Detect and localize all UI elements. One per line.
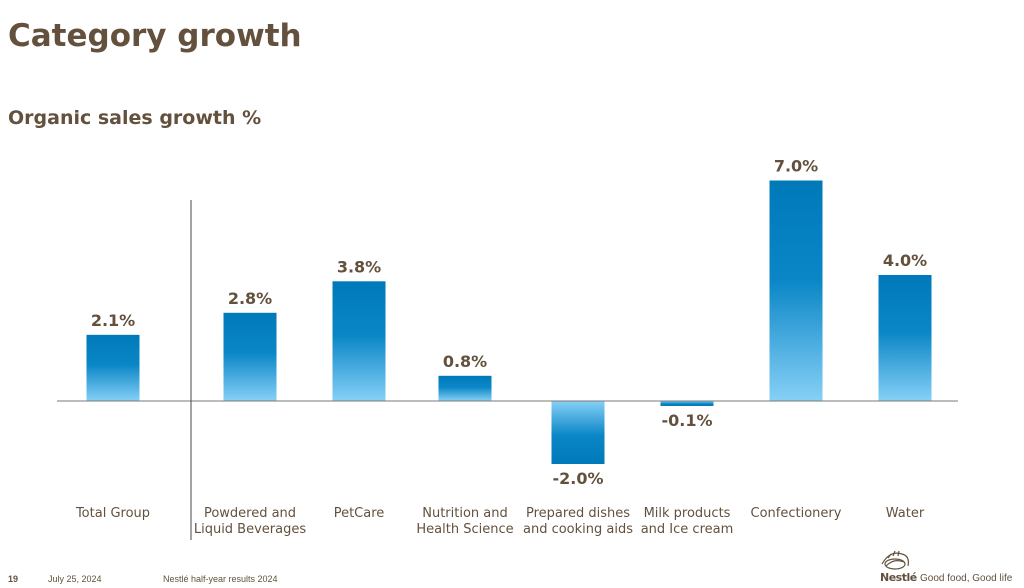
page-title: Category growth xyxy=(8,18,302,54)
data-label: 2.8% xyxy=(228,289,272,308)
data-label: -2.0% xyxy=(552,469,603,488)
chart-subtitle: Organic sales growth % xyxy=(8,107,262,129)
data-label: 2.1% xyxy=(91,311,135,330)
category-label: Total Group xyxy=(75,506,150,521)
bar xyxy=(551,401,605,464)
category-label: Health Science xyxy=(416,522,513,537)
footer-date: July 25, 2024 xyxy=(48,574,102,584)
category-label: Confectionery xyxy=(751,506,842,521)
bar xyxy=(878,275,932,401)
data-label: 0.8% xyxy=(443,352,487,371)
category-label: Water xyxy=(886,506,925,521)
category-label: and Ice cream xyxy=(641,522,734,537)
category-label: Milk products xyxy=(644,506,731,521)
bar xyxy=(769,180,823,401)
data-label: -0.1% xyxy=(661,411,712,430)
category-label: and cooking aids xyxy=(523,522,633,537)
category-label: PetCare xyxy=(334,506,385,521)
bar xyxy=(86,334,140,401)
brand-tagline: Good food, Good life xyxy=(920,573,1013,584)
data-label: 3.8% xyxy=(337,257,381,276)
category-label: Liquid Beverages xyxy=(194,522,307,537)
category-label: Nutrition and xyxy=(422,506,508,521)
category-label: Powdered and xyxy=(204,506,296,521)
data-label: 7.0% xyxy=(774,157,818,176)
brand-wordmark: Nestlé xyxy=(880,571,917,584)
footer-document-title: Nestlé half-year results 2024 xyxy=(163,574,278,584)
bar xyxy=(332,281,386,401)
data-label: 4.0% xyxy=(883,251,927,270)
bar xyxy=(438,375,492,401)
bar xyxy=(223,312,277,401)
bar xyxy=(660,401,714,406)
page-number: 19 xyxy=(8,574,19,584)
category-label: Prepared dishes xyxy=(526,506,630,521)
nestle-nest-logo xyxy=(881,550,909,570)
